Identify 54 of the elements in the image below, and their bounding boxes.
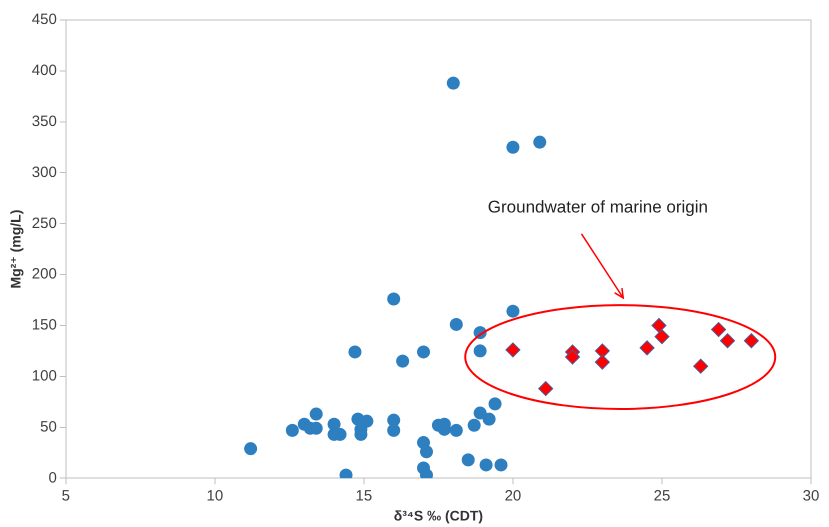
x-axis-title: δ³⁴S ‰ (CDT) <box>394 507 484 524</box>
point <box>654 329 670 344</box>
point <box>310 408 323 421</box>
annotation: Groundwater of marine origin <box>488 198 708 217</box>
point <box>417 345 430 358</box>
point <box>494 458 508 472</box>
point <box>286 424 299 437</box>
point <box>594 354 610 370</box>
point <box>506 140 520 154</box>
y-axis-title: Mg²⁺ (mg/L) <box>7 210 24 289</box>
point <box>640 340 655 356</box>
point <box>446 76 460 90</box>
y-tick-label: 400 <box>32 62 57 80</box>
point <box>506 304 520 318</box>
point <box>711 322 726 338</box>
point <box>348 345 362 358</box>
y-tick-label: 250 <box>32 214 57 232</box>
point <box>468 418 481 432</box>
point <box>565 350 580 365</box>
y-tick-label: 0 <box>48 469 57 486</box>
point <box>505 342 520 358</box>
y-tick-label: 50 <box>40 418 57 436</box>
point <box>387 424 400 437</box>
point <box>482 412 496 426</box>
point <box>474 406 487 420</box>
point <box>720 333 736 348</box>
x-tick-label: 5 <box>62 487 70 504</box>
point <box>744 333 759 348</box>
y-tick-label: 150 <box>32 316 57 334</box>
point <box>474 344 487 358</box>
y-tick-label: 100 <box>32 368 57 385</box>
point <box>533 136 546 149</box>
x-tick-label: 15 <box>356 487 372 504</box>
x-tick-label: 20 <box>504 487 522 504</box>
point <box>488 397 502 410</box>
x-tick-label: 30 <box>802 487 820 504</box>
point <box>480 458 493 472</box>
x-tick-label: 25 <box>654 487 670 504</box>
point <box>693 358 708 374</box>
point <box>244 442 258 456</box>
point <box>594 343 610 358</box>
point <box>387 292 400 306</box>
point <box>450 424 463 437</box>
y-tick-label: 450 <box>32 11 57 28</box>
y-tick-label: 200 <box>32 266 57 283</box>
point <box>450 318 463 331</box>
point <box>396 354 410 368</box>
y-tick-label: 350 <box>32 112 57 130</box>
point <box>651 318 666 333</box>
point <box>420 445 433 458</box>
x-tick-label: 10 <box>206 487 224 504</box>
y-tick-label: 300 <box>32 164 57 181</box>
point <box>462 453 475 466</box>
point <box>538 381 554 396</box>
